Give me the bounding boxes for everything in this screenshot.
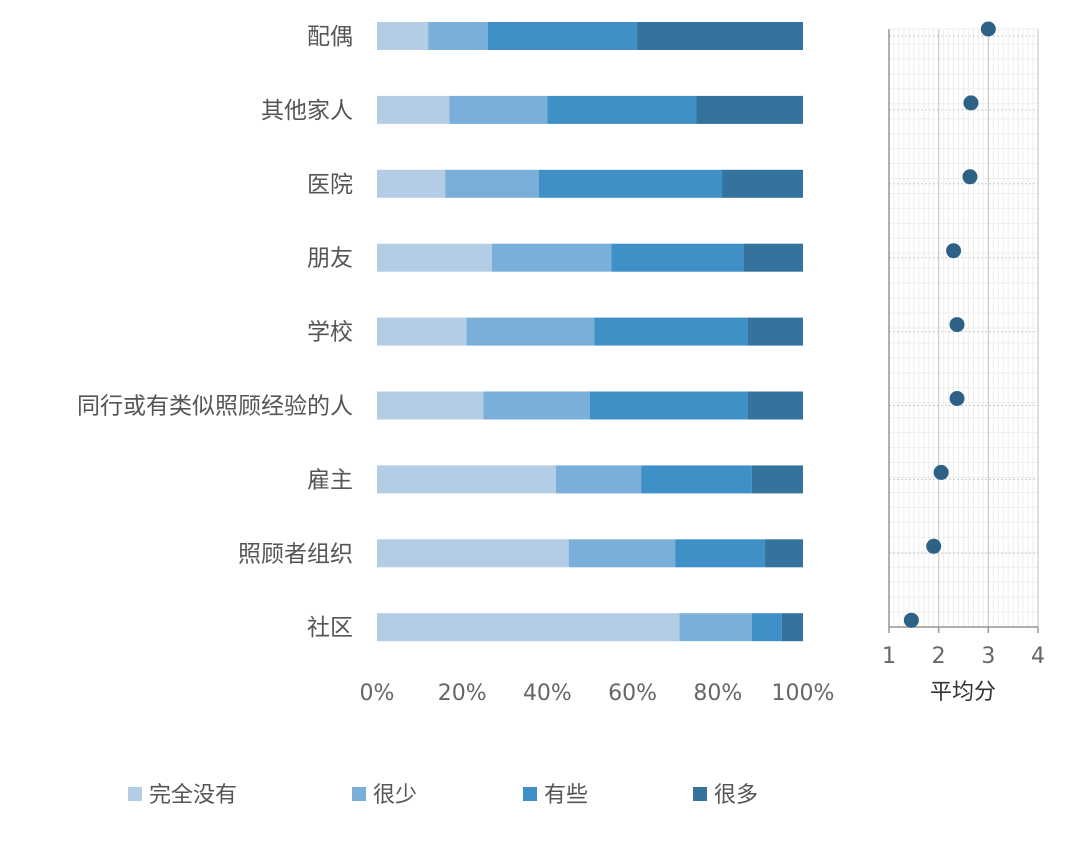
dot-x-axis-title: 平均分 — [930, 680, 996, 705]
dot-x-tick-label: 1 — [882, 644, 896, 669]
mean-score-point — [949, 391, 965, 406]
bar-segment — [492, 243, 612, 272]
bar-segment — [377, 22, 429, 50]
bar-segment — [449, 95, 548, 124]
category-label: 照顾者组织 — [238, 541, 353, 567]
dot-x-tick-labels: 1 2 3 4 — [882, 644, 1045, 669]
bar-segment — [641, 465, 752, 494]
bar-segment — [377, 169, 446, 198]
bar-segment — [377, 539, 569, 568]
category-label: 朋友 — [307, 246, 353, 272]
mean-score-dot-plot: 1 2 3 4 平均分 — [882, 21, 1045, 705]
mean-score-points — [903, 21, 996, 628]
bar-x-tick-label: 100% — [772, 681, 835, 706]
bar-segment — [594, 317, 748, 346]
category-label: 社区 — [307, 615, 353, 641]
bar-x-tick-label: 60% — [608, 681, 657, 706]
bar-segment — [696, 95, 803, 124]
bar-segment — [568, 539, 676, 568]
mean-score-point — [903, 612, 919, 628]
legend-swatch — [523, 787, 537, 801]
legend-swatch — [693, 787, 707, 801]
bar-segment — [377, 613, 680, 642]
bar-segment — [445, 169, 539, 198]
category-label: 同行或有类似照顾经验的人 — [77, 394, 353, 420]
bar-segment — [538, 169, 723, 198]
bar-x-tick-label: 0% — [360, 681, 395, 706]
bar-x-tick-labels: 0% 20% 40% 60% 80% 100% — [360, 681, 835, 706]
bar-segment — [377, 95, 450, 124]
bar-segment — [747, 317, 803, 346]
mean-score-point — [963, 95, 979, 111]
legend-label: 很多 — [714, 783, 758, 808]
legend-swatch — [128, 787, 142, 801]
bar-segment — [675, 539, 765, 568]
dot-x-tick-label: 3 — [981, 644, 995, 669]
bar-segment — [751, 613, 782, 642]
mean-score-point — [933, 464, 949, 480]
mean-score-point — [962, 169, 978, 185]
bar-segments — [377, 22, 803, 642]
mean-score-point — [980, 21, 996, 37]
bar-segment — [764, 539, 803, 568]
bar-segment — [547, 95, 697, 124]
category-label: 医院 — [307, 172, 353, 198]
bar-segment — [679, 613, 752, 642]
bar-segment — [428, 22, 488, 50]
bar-segment — [722, 169, 803, 198]
bar-segment — [483, 391, 590, 420]
category-label: 学校 — [307, 320, 353, 346]
category-label: 配偶 — [307, 24, 353, 50]
category-label: 其他家人 — [261, 98, 353, 124]
bar-segment — [781, 613, 803, 642]
bar-x-tick-label: 20% — [438, 681, 487, 706]
bar-segment — [747, 391, 803, 420]
bar-segment — [743, 243, 803, 272]
mean-score-point — [926, 538, 942, 554]
bar-segment — [487, 22, 637, 50]
dot-x-tick-label: 2 — [932, 644, 946, 669]
dot-x-tick-label: 4 — [1031, 644, 1045, 669]
category-label: 雇主 — [307, 467, 353, 493]
bar-segment — [590, 391, 748, 420]
bar-segment — [377, 465, 556, 494]
legend-label: 有些 — [544, 783, 588, 808]
bar-segment — [751, 465, 803, 494]
legend-label: 完全没有 — [149, 783, 237, 808]
legend-label: 很少 — [373, 783, 417, 808]
mean-score-point — [946, 243, 962, 259]
legend-swatch — [352, 787, 366, 801]
mean-score-point — [949, 317, 965, 333]
bar-segment — [555, 465, 642, 494]
bar-segment — [377, 243, 493, 272]
bar-segment — [636, 22, 803, 50]
bar-x-tick-label: 40% — [523, 681, 572, 706]
bar-segment — [377, 317, 467, 346]
bar-segment — [611, 243, 744, 272]
legend: 完全没有 很少 有些 很多 — [128, 783, 758, 808]
bar-x-tick-label: 80% — [693, 681, 742, 706]
bar-segment — [377, 391, 484, 420]
bar-segment — [466, 317, 595, 346]
